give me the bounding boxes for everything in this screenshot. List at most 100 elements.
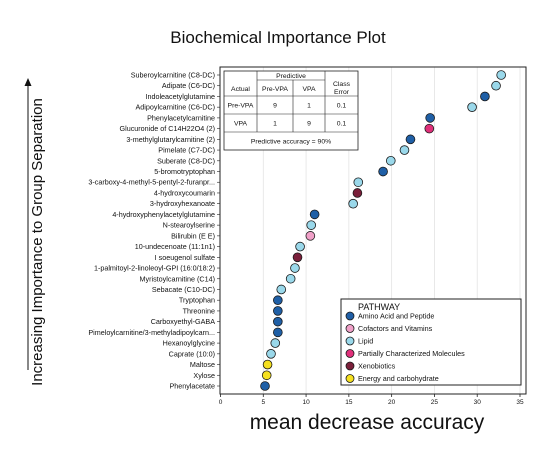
legend-marker: [345, 324, 355, 333]
category-label: Tryptophan: [179, 296, 215, 305]
x-tick-label: 30: [474, 399, 482, 406]
data-point: [306, 220, 317, 230]
legend: PATHWAY Amino Acid and Peptide Cofactors …: [340, 298, 522, 386]
category-label: Phenylacetate: [169, 382, 215, 391]
category-label: 3-carboxy-4-methyl-5-pentyl-2-furanpr...: [88, 178, 215, 187]
data-point: [405, 134, 416, 145]
data-point: [266, 349, 276, 359]
category-label: Suberoylcarnitine (C8-DC): [131, 71, 215, 80]
y-axis-title: Increasing Importance to Group Separatio…: [29, 98, 46, 386]
x-tick-label: 10: [302, 399, 310, 406]
legend-label: Partially Characterized Molecules: [358, 349, 465, 358]
category-label: 3-methylglutarylcarnitine (2): [126, 135, 215, 144]
x-tick-label: 20: [388, 399, 396, 406]
category-label: Maltose: [190, 360, 215, 369]
category-label: 10-undecenoate (11:1n1): [135, 242, 215, 251]
legend-marker: [345, 336, 355, 346]
category-label: Sebacate (C10-DC): [152, 285, 215, 294]
data-point: [352, 188, 363, 198]
legend-marker: [345, 361, 355, 371]
category-label: Xylose: [193, 371, 215, 380]
category-label: Pimeloylcarnitine/3-methyladipoylcarn...: [88, 328, 215, 337]
data-point: [270, 338, 281, 348]
data-point: [273, 327, 283, 338]
legend-label: Xenobiotics: [358, 362, 396, 371]
data-point: [467, 102, 477, 112]
category-label: Pimelate (C7-DC): [158, 146, 215, 155]
data-point: [309, 209, 320, 220]
legend-label: Lipid: [358, 337, 373, 346]
legend-items: Amino Acid and Peptide Cofactors and Vita…: [345, 311, 465, 383]
legend-marker: [345, 311, 355, 321]
data-point: [348, 198, 358, 209]
chart-title: Biochemical Importance Plot: [170, 28, 386, 47]
category-label: Adipate (C6-DC): [162, 81, 215, 90]
y-axis-title-group: Increasing Importance to Group Separatio…: [24, 78, 46, 386]
category-label: I soeugenol sulfate: [155, 253, 215, 262]
table-cell: 1: [273, 121, 277, 128]
x-axis-title: mean decrease accuracy: [250, 411, 485, 434]
x-tick-label: 0: [219, 399, 223, 406]
table-cell: 9: [273, 103, 277, 110]
legend-marker: [345, 374, 355, 383]
data-point: [424, 123, 435, 134]
category-labels: Suberoylcarnitine (C8-DC)Adipate (C6-DC)…: [88, 71, 220, 391]
table-cell: 0.1: [337, 103, 347, 110]
data-point: [399, 145, 410, 155]
category-label: Threonine: [183, 306, 215, 315]
data-point: [496, 70, 506, 80]
data-point: [353, 177, 364, 188]
category-label: Carboxyethyl-GABA: [151, 317, 216, 326]
category-label: 3-hydroxyhexanoate: [150, 199, 215, 208]
data-point: [261, 370, 272, 381]
table-header-actual: Actual: [231, 86, 250, 93]
data-point: [290, 263, 300, 273]
category-label: Indoleacetylglutamine: [145, 92, 215, 101]
legend-label: Amino Acid and Peptide: [358, 312, 434, 321]
category-label: Myristoylcarnitine (C14): [140, 274, 216, 283]
data-point: [480, 91, 490, 102]
category-label: Glucuronide of C14H22O4 (2): [120, 124, 215, 133]
legend-title: PATHWAY: [358, 302, 400, 312]
data-point: [262, 359, 273, 370]
category-label: Bilirubin (E E): [171, 231, 215, 240]
category-label: 4-hydroxycoumarin: [154, 188, 215, 197]
data-point: [292, 252, 303, 263]
table-cell: 9: [307, 121, 311, 128]
data-point: [276, 284, 287, 295]
legend-marker: [345, 349, 355, 358]
category-label: N-stearoylserine: [163, 221, 215, 230]
category-label: 5-bromotryptophan: [154, 167, 215, 176]
category-label: Phenylacetylcarnitine: [147, 113, 215, 122]
table-header-pre-vpa: Pre-VPA: [262, 86, 288, 93]
table-cell: Pre-VPA: [228, 103, 254, 110]
data-points: [260, 70, 506, 391]
x-tick-label: 35: [516, 399, 524, 406]
x-tick-label: 25: [431, 399, 439, 406]
data-point: [273, 295, 283, 306]
table-header-vpa: VPA: [302, 86, 316, 93]
data-point: [295, 241, 305, 252]
category-label: 1-palmitoyl-2-linoleoyl-GPI (16:0/18:2): [94, 264, 215, 273]
data-point: [260, 381, 270, 391]
table-header-class-error: Class: [333, 81, 351, 88]
data-point: [378, 166, 388, 177]
data-point: [491, 80, 501, 91]
category-label: Suberate (C8-DC): [157, 156, 215, 165]
plot-frame: [219, 66, 527, 395]
table-header-predictive: Predictive: [276, 73, 306, 80]
table-header-class-error-2: Error: [334, 89, 350, 96]
data-point: [305, 231, 316, 241]
category-label: 4-hydroxyphenylacetylglutamine: [112, 210, 215, 219]
category-label: Hexanoylglycine: [163, 339, 215, 348]
confusion-table: Predictive Actual Pre-VPA VPA Class Erro…: [223, 70, 359, 151]
x-tick-label: 5: [261, 399, 265, 406]
legend-label: Cofactors and Vitamins: [358, 324, 433, 333]
legend-label: Energy and carbohydrate: [358, 374, 439, 383]
table-cell: 1: [307, 103, 311, 110]
x-tick-label: 15: [345, 399, 353, 406]
data-point: [425, 113, 435, 123]
data-point: [273, 316, 283, 327]
data-point: [385, 155, 396, 166]
